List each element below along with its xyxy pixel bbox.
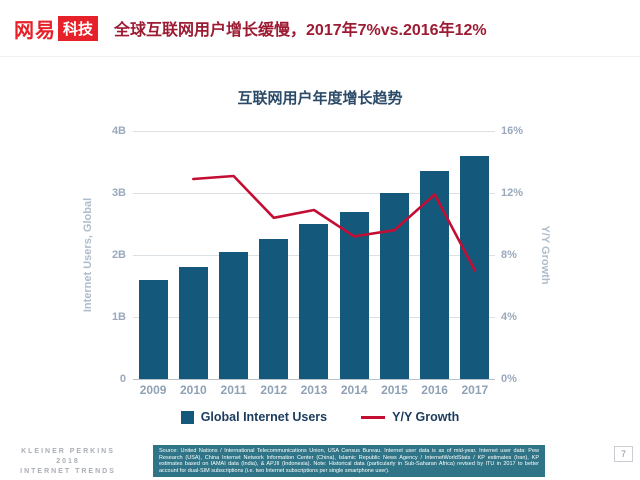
source-note: Source: United Nations / International T… — [153, 445, 545, 478]
gridline — [133, 379, 495, 380]
bar-2009 — [138, 280, 168, 379]
netease-tech-logo[interactable]: 网易 科技 — [14, 14, 99, 43]
legend-line-label: Y/Y Growth — [392, 410, 460, 424]
x-label-2012: 2012 — [260, 383, 288, 397]
bar-2010 — [178, 267, 208, 379]
bar-2011 — [219, 252, 249, 379]
bar-2014 — [339, 212, 369, 379]
gridline — [133, 193, 495, 194]
kleiner-perkins-brand: KLEINER PERKINS 2018 INTERNET TRENDS — [8, 447, 128, 477]
bar-slot — [133, 131, 173, 379]
axis-tick-0%: 0% — [501, 373, 517, 385]
netease-logo-text: 网易 — [14, 19, 56, 42]
tech-logo-badge: 科技 — [58, 15, 99, 41]
x-label-2009: 2009 — [139, 383, 167, 397]
bar-2012 — [259, 239, 289, 379]
legend-bar-label: Global Internet Users — [200, 410, 328, 424]
header: 网易 科技 全球互联网用户增长缓慢，2017年7%vs.2016年12% — [0, 0, 640, 57]
right-axis-ticks: 0% 4% 8% 12% 16% — [501, 125, 541, 385]
x-label-2017: 2017 — [461, 383, 489, 397]
x-axis-labels: 2009 2010 2011 2012 2013 2014 2015 2016 2017 — [133, 383, 495, 397]
brand-line-kleiner-perkins: KLEINER PERKINS — [21, 448, 115, 455]
chart-title: 互联网用户年度增长趋势 — [237, 90, 403, 107]
bar-slot — [415, 131, 455, 379]
line-layer — [191, 174, 477, 272]
brand-line-2018: 2018 — [56, 458, 80, 465]
bar-2017 — [460, 156, 490, 379]
left-axis-ticks: 0 1B 2B 3B 4B — [96, 125, 126, 385]
axis-tick-1B: 1B — [111, 311, 126, 323]
bar-2015 — [379, 193, 409, 379]
legend-line-swatch — [361, 415, 386, 419]
bar-slot — [294, 131, 334, 379]
legend-item-yy-growth: Y/Y Growth — [361, 410, 459, 424]
bar-slot — [173, 131, 213, 379]
bar-slot — [334, 131, 374, 379]
x-label-2013: 2013 — [300, 383, 328, 397]
axis-tick-4B: 4B — [111, 125, 126, 137]
axis-tick-0: 0 — [119, 373, 126, 385]
axis-tick-16%: 16% — [501, 125, 524, 137]
legend-item-internet-users: Global Internet Users — [180, 410, 328, 424]
plot-area — [133, 131, 495, 380]
axis-tick-2B: 2B — [111, 249, 126, 261]
x-label-2010: 2010 — [179, 383, 207, 397]
yy-growth-line — [191, 174, 477, 272]
page-title: 全球互联网用户增长缓慢，2017年7%vs.2016年12% — [114, 22, 487, 39]
right-axis-title: Y/Y Growth — [539, 225, 551, 285]
x-label-2014: 2014 — [340, 383, 368, 397]
x-label-2015: 2015 — [381, 383, 408, 397]
axis-tick-8%: 8% — [501, 249, 517, 261]
chart-legend: Global Internet Users Y/Y Growth — [0, 410, 640, 424]
bar-slot — [374, 131, 414, 379]
bars-layer — [133, 131, 495, 379]
footer: KLEINER PERKINS 2018 INTERNET TRENDS Sou… — [0, 442, 640, 480]
axis-tick-3B: 3B — [111, 187, 126, 199]
legend-bar-swatch — [180, 410, 194, 424]
brand-line-internet-trends: INTERNET TRENDS — [20, 468, 116, 475]
x-label-2016: 2016 — [421, 383, 448, 397]
bar-slot — [254, 131, 294, 379]
left-axis-title: Internet Users, Global — [82, 197, 94, 313]
page-number: 7 — [614, 446, 634, 462]
x-label-2011: 2011 — [220, 383, 247, 397]
bar-slot — [213, 131, 253, 379]
bar-2016 — [420, 171, 450, 379]
gridline — [133, 131, 495, 132]
axis-tick-12%: 12% — [501, 187, 524, 199]
axis-tick-4%: 4% — [501, 311, 517, 323]
bar-2013 — [299, 224, 329, 379]
bar-slot — [455, 131, 495, 379]
